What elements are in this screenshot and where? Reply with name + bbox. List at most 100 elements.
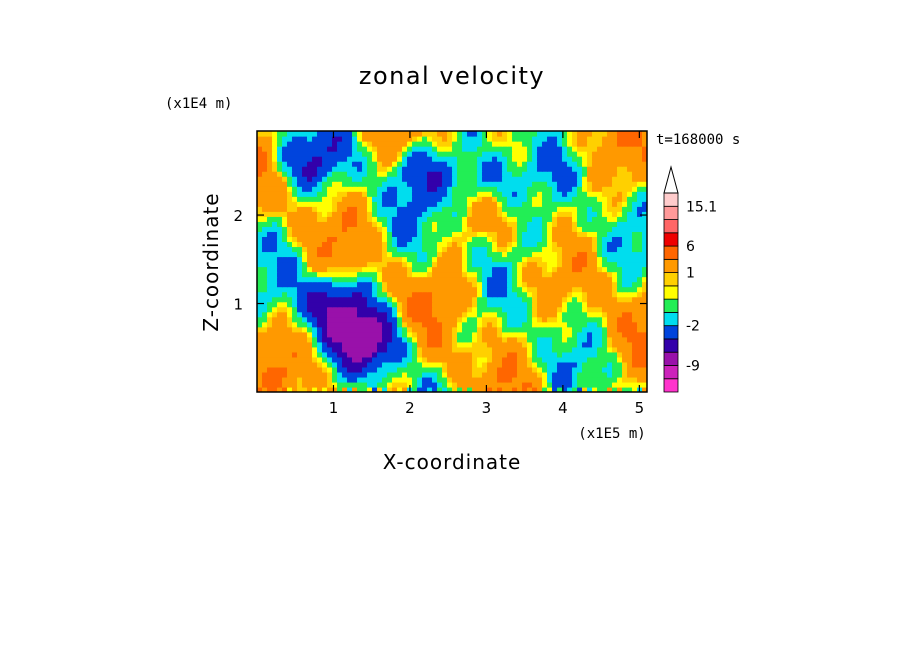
field-cell — [402, 241, 408, 248]
field-cell — [567, 301, 573, 308]
field-cell — [592, 131, 598, 137]
field-cell — [357, 326, 363, 333]
field-cell — [497, 346, 503, 353]
field-cell — [467, 321, 473, 328]
field-cell — [417, 246, 423, 253]
field-cell — [612, 326, 618, 333]
field-cell — [362, 311, 368, 318]
field-cell — [422, 156, 428, 162]
field-cell — [297, 206, 303, 212]
field-cell — [287, 346, 293, 353]
field-cell — [477, 196, 483, 202]
field-cell — [282, 256, 288, 263]
field-cell — [347, 256, 353, 263]
field-cell — [272, 181, 278, 187]
field-cell — [447, 301, 453, 308]
field-cell — [272, 146, 278, 152]
field-cell — [627, 256, 633, 263]
field-cell — [387, 356, 393, 363]
field-cell — [482, 256, 488, 263]
field-cell — [322, 156, 328, 162]
field-cell — [522, 211, 528, 217]
field-cell — [562, 301, 568, 308]
field-cell — [417, 336, 423, 343]
field-cell — [507, 346, 513, 353]
field-cell — [512, 151, 518, 157]
field-cell — [282, 176, 288, 182]
field-cell — [472, 176, 478, 182]
field-cell — [422, 146, 428, 152]
field-cell — [477, 216, 483, 222]
field-cell — [347, 141, 353, 147]
field-cell — [282, 241, 288, 248]
field-cell — [497, 191, 503, 197]
field-cell — [302, 216, 308, 222]
field-cell — [572, 186, 578, 192]
field-cell — [412, 141, 418, 147]
field-cell — [272, 336, 278, 343]
field-cell — [407, 361, 413, 368]
field-cell — [532, 246, 538, 253]
field-cell — [297, 266, 303, 273]
field-cell — [562, 196, 568, 202]
field-cell — [532, 236, 538, 243]
field-cell — [507, 151, 513, 157]
field-cell — [497, 176, 503, 182]
field-cell — [642, 341, 647, 348]
field-cell — [577, 306, 583, 313]
field-cell — [457, 261, 463, 268]
field-cell — [597, 171, 603, 177]
field-cell — [372, 321, 378, 328]
field-cell — [507, 361, 513, 368]
field-cell — [502, 246, 508, 253]
field-cell — [602, 221, 608, 227]
field-cell — [462, 261, 468, 268]
field-cell — [262, 266, 268, 273]
field-cell — [277, 166, 283, 172]
field-cell — [382, 291, 388, 298]
field-cell — [447, 381, 453, 388]
field-cell — [457, 366, 463, 373]
field-cell — [272, 371, 278, 378]
field-cell — [527, 136, 533, 142]
field-cell — [432, 221, 438, 227]
field-cell — [582, 186, 588, 192]
field-cell — [607, 211, 613, 217]
field-cell — [472, 241, 478, 248]
field-cell — [297, 296, 303, 303]
field-cell — [557, 196, 563, 202]
field-cell — [607, 276, 613, 283]
field-cell — [412, 161, 418, 167]
field-cell — [382, 271, 388, 278]
field-cell — [552, 166, 558, 172]
field-cell — [342, 371, 348, 378]
field-cell — [347, 316, 353, 323]
field-cell — [287, 141, 293, 147]
field-cell — [442, 331, 448, 338]
field-cell — [537, 326, 543, 333]
field-cell — [272, 266, 278, 273]
field-cell — [347, 216, 353, 222]
field-cell — [397, 386, 403, 392]
field-cell — [377, 336, 383, 343]
field-cell — [437, 161, 443, 167]
field-cell — [302, 236, 308, 243]
field-cell — [437, 206, 443, 212]
field-cell — [437, 196, 443, 202]
field-cell — [642, 346, 647, 353]
field-cell — [292, 351, 298, 358]
field-cell — [632, 381, 638, 388]
field-cell — [502, 296, 508, 303]
field-cell — [352, 231, 358, 237]
field-cell — [552, 241, 558, 248]
field-cell — [517, 366, 523, 373]
field-cell — [292, 221, 298, 227]
field-cell — [257, 381, 263, 388]
field-cell — [377, 171, 383, 177]
field-cell — [442, 251, 448, 258]
field-cell — [407, 201, 413, 207]
field-cell — [457, 386, 463, 392]
field-cell — [517, 356, 523, 363]
field-cell — [477, 211, 483, 217]
field-cell — [377, 156, 383, 162]
